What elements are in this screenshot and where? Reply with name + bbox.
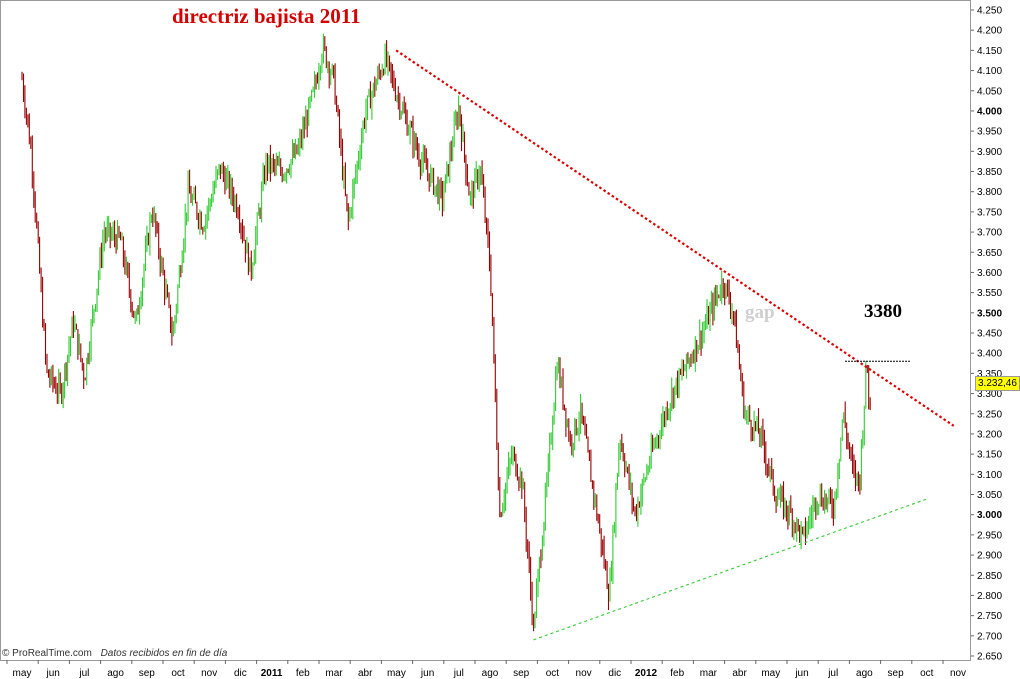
y-tick-label: 3.150 <box>977 450 1002 461</box>
y-tick-label: 3.800 <box>977 187 1002 198</box>
candles <box>21 33 871 632</box>
x-tick-label: nov <box>950 668 966 679</box>
y-tick-label: 2.850 <box>977 571 1002 582</box>
x-tick-label: mar <box>325 668 343 679</box>
x-tick-label: oct <box>546 668 560 679</box>
x-tick-label: may <box>387 668 406 679</box>
x-tick-label: jun <box>46 668 60 679</box>
x-axis: may jun jul ago sep oct nov dic 2011 feb mar abr may… <box>6 660 966 679</box>
x-tick-label: ago <box>107 668 124 679</box>
gap-annotation: gap <box>745 302 775 323</box>
y-tick-label: 2.700 <box>977 631 1002 642</box>
y-tick-label: 4.000 <box>977 106 1002 117</box>
plot-frame <box>0 0 971 661</box>
y-tick-label: 3.500 <box>977 308 1002 319</box>
x-tick-label: may <box>761 668 780 679</box>
x-tick-label: jun <box>794 668 808 679</box>
x-tick-label: feb <box>296 668 310 679</box>
x-tick-label: abr <box>732 668 747 679</box>
x-tick-label: feb <box>670 668 684 679</box>
support-line <box>533 498 929 641</box>
y-tick-label: 2.800 <box>977 591 1002 602</box>
y-tick-label: 3.000 <box>977 510 1002 521</box>
footer-note: Datos recibidos en fin de día <box>100 648 228 659</box>
y-tick-label: 3.050 <box>977 490 1002 501</box>
y-tick-label: 3.350 <box>977 369 1002 380</box>
y-tick-label: 3.600 <box>977 268 1002 279</box>
y-tick-label: 2.650 <box>977 652 1002 663</box>
x-tick-label: jul <box>453 668 464 679</box>
y-tick-label: 3.650 <box>977 248 1002 259</box>
y-tick-label: 3.300 <box>977 389 1002 400</box>
y-tick-label: 4.200 <box>977 26 1002 37</box>
y-tick-label: 4.100 <box>977 66 1002 77</box>
y-tick-label: 3.200 <box>977 429 1002 440</box>
y-tick-label: 3.850 <box>977 167 1002 178</box>
x-tick-label: nov <box>201 668 217 679</box>
x-tick-label: mar <box>700 668 718 679</box>
x-tick-label: dic <box>608 668 621 679</box>
trend-lines <box>395 49 955 641</box>
x-tick-label: jun <box>420 668 434 679</box>
chart-title: directriz bajista 2011 <box>172 4 361 28</box>
y-tick-label: 3.250 <box>977 409 1002 420</box>
x-tick-label: may <box>13 668 32 679</box>
footer-source: © ProRealTime.com <box>2 648 92 659</box>
y-tick-label: 3.100 <box>977 470 1002 481</box>
y-tick-label: 2.950 <box>977 530 1002 541</box>
x-tick-label: oct <box>920 668 934 679</box>
x-tick-label: nov <box>576 668 592 679</box>
y-tick-label: 3.450 <box>977 329 1002 340</box>
x-tick-label: ago <box>856 668 873 679</box>
x-tick-label: jul <box>827 668 838 679</box>
last-value-label: 3.232,46 <box>975 376 1020 391</box>
x-tick-label: ago <box>482 668 499 679</box>
x-tick-label: 2012 <box>635 668 658 679</box>
y-tick-label: 2.900 <box>977 551 1002 562</box>
x-tick-label: sep <box>139 668 156 679</box>
y-tick-label: 3.400 <box>977 349 1002 360</box>
x-tick-label: dic <box>234 668 247 679</box>
y-tick-label: 2.750 <box>977 611 1002 622</box>
y-tick-label: 3.750 <box>977 207 1002 218</box>
x-tick-label: sep <box>513 668 530 679</box>
x-tick-label: sep <box>888 668 905 679</box>
y-tick-label: 4.250 <box>977 6 1002 17</box>
resistance-line <box>395 49 955 427</box>
y-axis: 4.250 4.200 4.150 4.100 4.050 4.000 3.950 3.900… <box>970 0 1002 663</box>
x-tick-label: jul <box>78 668 89 679</box>
x-tick-label: 2011 <box>261 668 283 679</box>
y-tick-label: 3.950 <box>977 127 1002 138</box>
y-tick-label: 3.550 <box>977 288 1002 299</box>
x-tick-label: abr <box>358 668 373 679</box>
footer: © ProRealTime.com Datos recibidos en fin… <box>2 648 227 659</box>
y-tick-label: 4.150 <box>977 46 1002 57</box>
y-tick-label: 4.050 <box>977 86 1002 97</box>
level-annotation: 3380 <box>864 301 902 322</box>
x-tick-label: oct <box>171 668 185 679</box>
y-tick-label: 3.700 <box>977 228 1002 239</box>
y-tick-label: 3.900 <box>977 147 1002 158</box>
